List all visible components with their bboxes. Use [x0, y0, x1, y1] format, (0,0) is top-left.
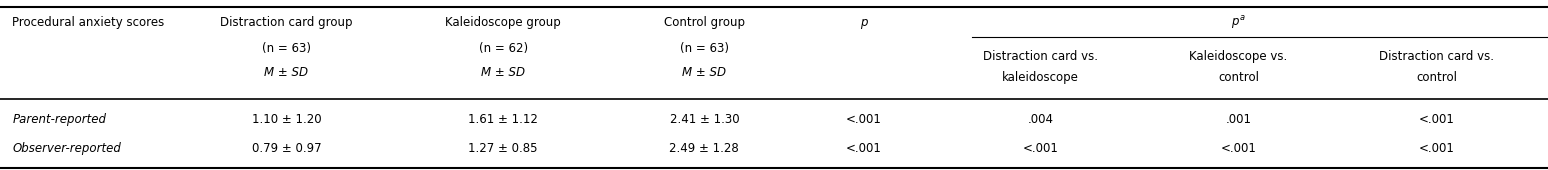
Text: M ± SD: M ± SD [683, 66, 726, 79]
Text: 1.27 ± 0.85: 1.27 ± 0.85 [469, 142, 537, 155]
Text: Distraction card group: Distraction card group [220, 16, 353, 29]
Text: M ± SD: M ± SD [481, 66, 525, 79]
Text: (n = 62): (n = 62) [478, 42, 528, 55]
Text: <.001: <.001 [1418, 113, 1455, 126]
Text: Kaleidoscope vs.: Kaleidoscope vs. [1189, 50, 1288, 63]
Text: control: control [1218, 71, 1259, 84]
Text: <.001: <.001 [845, 142, 882, 155]
Text: <.001: <.001 [845, 113, 882, 126]
Text: 2.41 ± 1.30: 2.41 ± 1.30 [670, 113, 738, 126]
Text: kaleidoscope: kaleidoscope [1002, 71, 1079, 84]
Text: .004: .004 [1028, 113, 1053, 126]
Text: 1.10 ± 1.20: 1.10 ± 1.20 [252, 113, 320, 126]
Text: p: p [861, 16, 867, 29]
Text: Kaleidoscope group: Kaleidoscope group [446, 16, 560, 29]
Text: <.001: <.001 [1022, 142, 1059, 155]
Text: control: control [1416, 71, 1457, 84]
Text: Distraction card vs.: Distraction card vs. [983, 50, 1098, 63]
Text: Observer-reported: Observer-reported [12, 142, 121, 155]
Text: Procedural anxiety scores: Procedural anxiety scores [12, 16, 164, 29]
Text: 1.61 ± 1.12: 1.61 ± 1.12 [467, 113, 539, 126]
Text: (n = 63): (n = 63) [262, 42, 311, 55]
Text: .001: .001 [1226, 113, 1251, 126]
Text: Parent-reported: Parent-reported [12, 113, 107, 126]
Text: (n = 63): (n = 63) [680, 42, 729, 55]
Text: <.001: <.001 [1220, 142, 1257, 155]
Text: 2.49 ± 1.28: 2.49 ± 1.28 [669, 142, 740, 155]
Text: Distraction card vs.: Distraction card vs. [1379, 50, 1494, 63]
Text: M ± SD: M ± SD [265, 66, 308, 79]
Text: 0.79 ± 0.97: 0.79 ± 0.97 [252, 142, 320, 155]
Text: <.001: <.001 [1418, 142, 1455, 155]
Text: Control group: Control group [664, 16, 745, 29]
Text: $p^{\mathregular{a}}$: $p^{\mathregular{a}}$ [1231, 14, 1246, 31]
